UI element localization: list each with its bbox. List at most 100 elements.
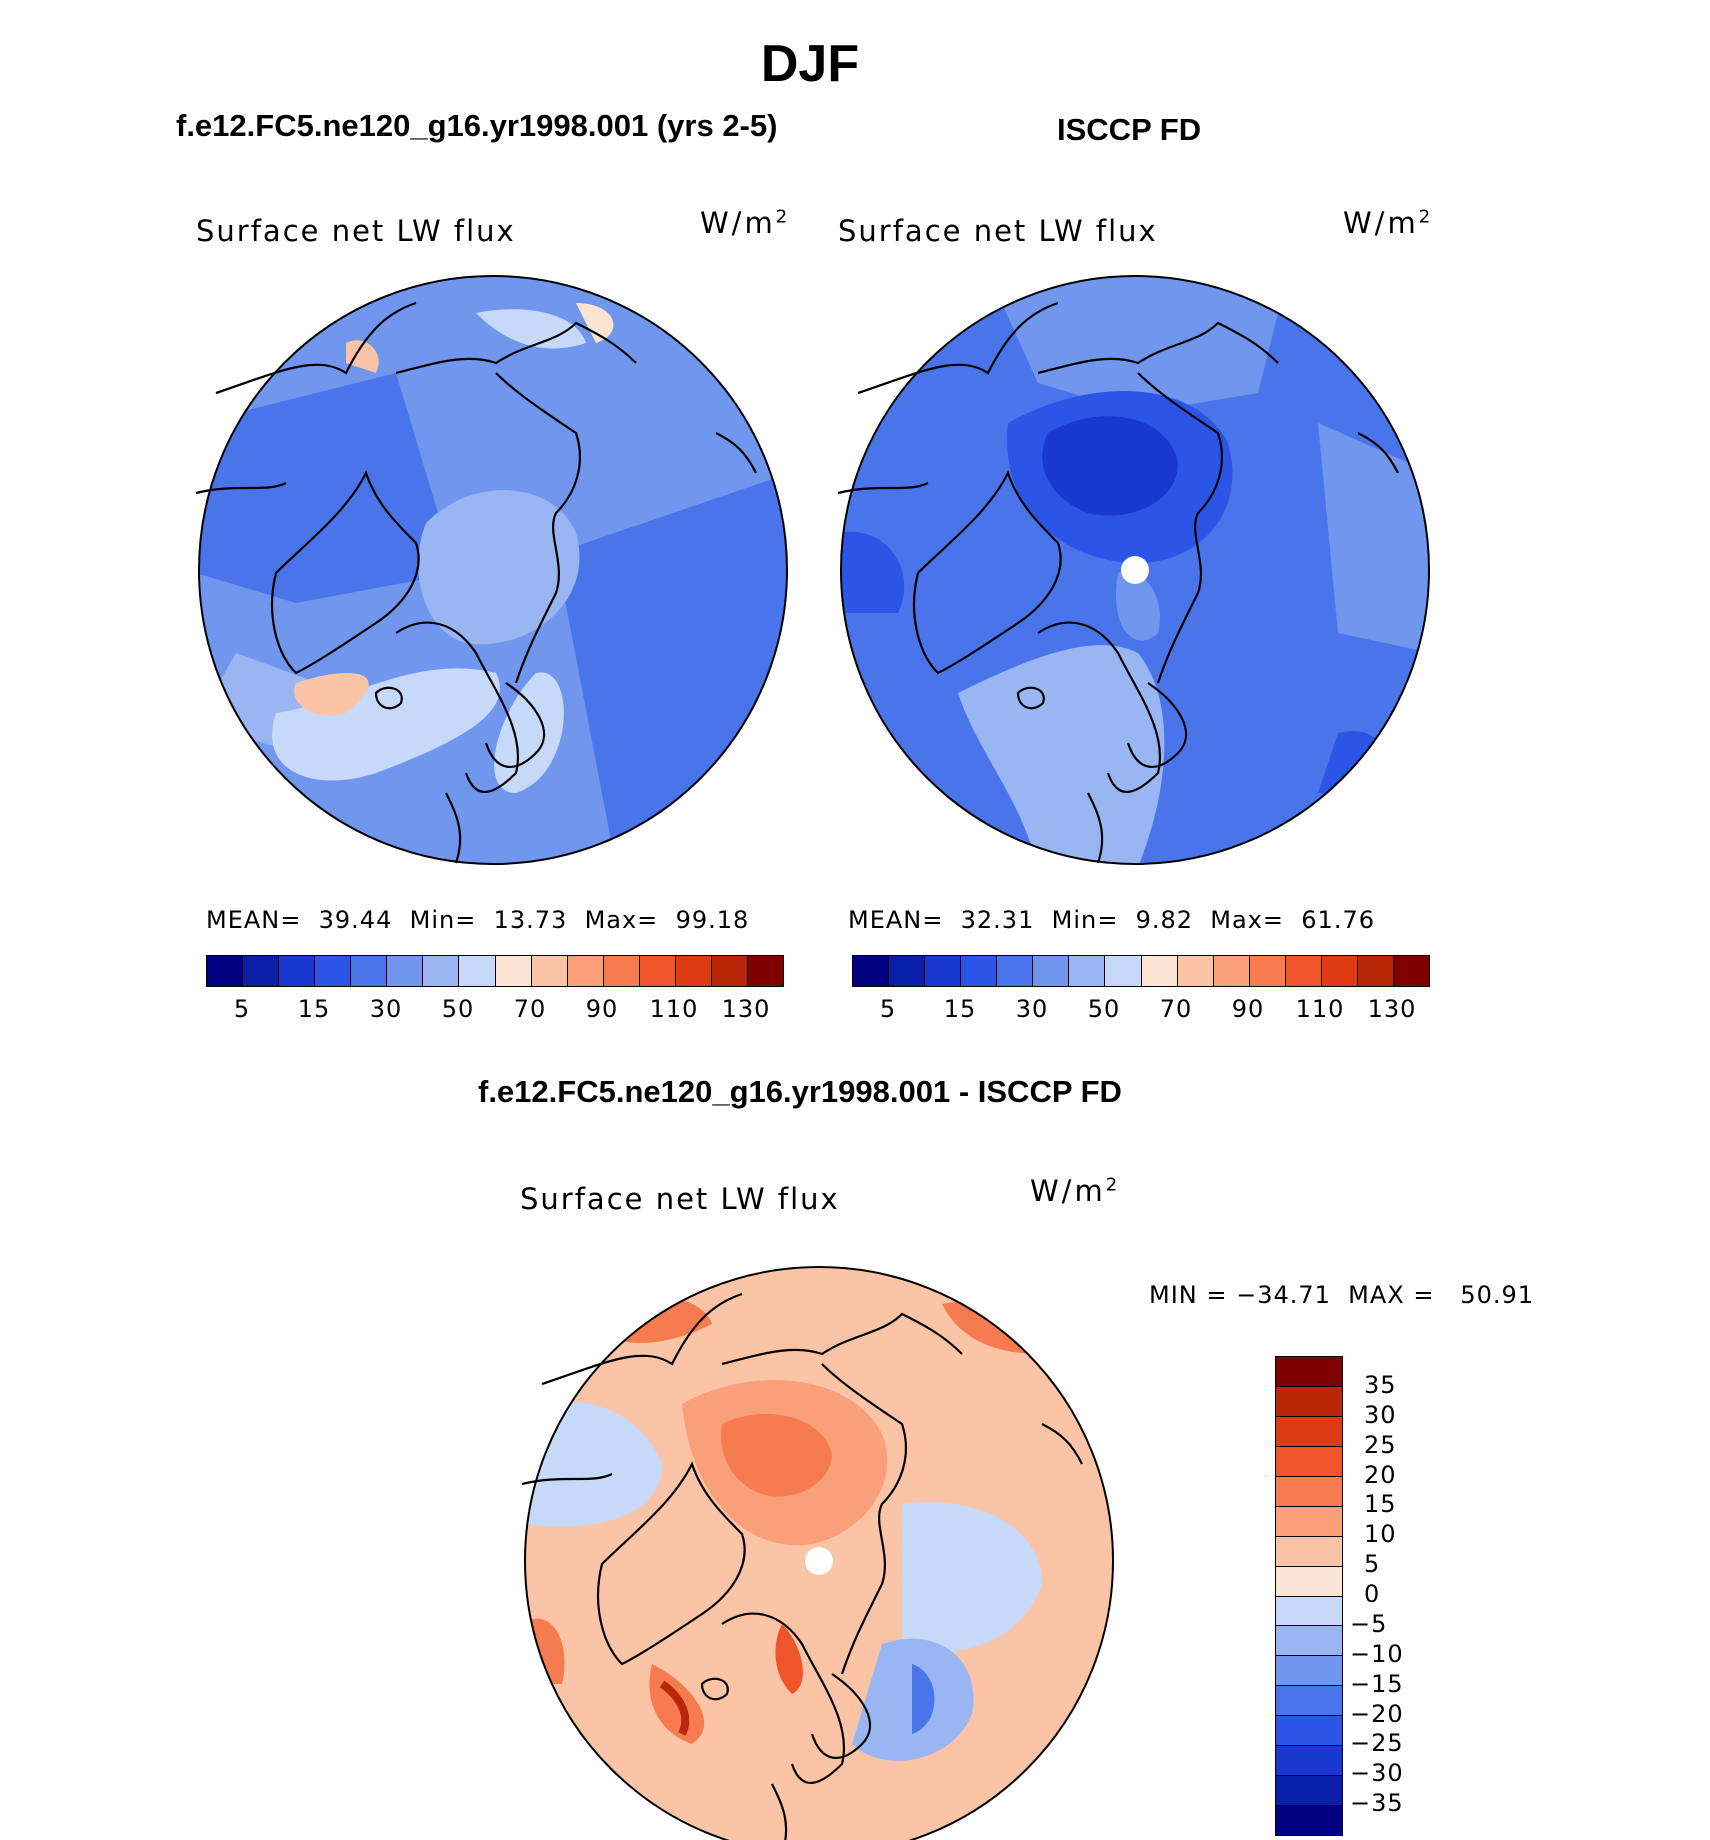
colorbar-swatch xyxy=(1213,956,1250,986)
colorbar-swatch xyxy=(459,956,496,986)
colorbar-swatch xyxy=(711,956,748,986)
colorbar-tick-label: 90 xyxy=(1231,995,1265,1023)
colorbar-swatch xyxy=(1357,956,1394,986)
colorbar-swatch xyxy=(1276,1656,1342,1687)
model-units: W/m2 xyxy=(700,206,788,240)
colorbar-tick-label: 50 xyxy=(441,995,475,1023)
colorbar-tick-label: 15 xyxy=(297,995,331,1023)
colorbar-tick-label: 30 xyxy=(369,995,403,1023)
colorbar-swatch xyxy=(1276,1716,1342,1747)
diff-colorbar-ticks: 35 30 25 20 15 10 5 0 −5 −10 −15 −20 −25 −30 −35 xyxy=(1350,1356,1490,1834)
colorbar-tick-label: 15 xyxy=(1364,1490,1397,1519)
colorbar-swatch xyxy=(1105,956,1142,986)
colorbar-swatch xyxy=(207,956,244,986)
colorbar-swatch xyxy=(1069,956,1106,986)
colorbar-swatch xyxy=(531,956,568,986)
colorbar-swatch xyxy=(423,956,460,986)
colorbar-swatch xyxy=(961,956,998,986)
colorbar-tick-label: −35 xyxy=(1350,1789,1404,1818)
diff-case-title: f.e12.FC5.ne120_g16.yr1998.001 - ISCCP F… xyxy=(478,1074,1122,1109)
colorbar-tick-label: −25 xyxy=(1350,1729,1404,1758)
diff-pole-hole xyxy=(805,1547,833,1575)
colorbar-swatch xyxy=(1285,956,1322,986)
colorbar-tick-label: 130 xyxy=(1367,995,1417,1023)
colorbar-swatch xyxy=(387,956,424,986)
model-case-title: f.e12.FC5.ne120_g16.yr1998.001 (yrs 2-5) xyxy=(176,108,778,143)
diff-polar-map xyxy=(522,1266,1114,1840)
colorbar-swatch xyxy=(1276,1566,1342,1597)
colorbar-tick-label: 50 xyxy=(1087,995,1121,1023)
figure-title: DJF xyxy=(760,35,860,93)
colorbar-swatch xyxy=(279,956,316,986)
obs-stats: MEAN= 32.31 Min= 9.82 Max= 61.76 xyxy=(848,906,1375,934)
colorbar-swatch xyxy=(1276,1596,1342,1627)
colorbar-swatch xyxy=(1276,1357,1342,1387)
obs-units: W/m2 xyxy=(1343,206,1431,240)
colorbar-swatch xyxy=(1321,956,1358,986)
colorbar-tick-label: 35 xyxy=(1364,1370,1397,1399)
colorbar-tick-label: −15 xyxy=(1350,1669,1404,1698)
colorbar-swatch xyxy=(1276,1416,1342,1447)
model-variable-label: Surface net LW flux xyxy=(196,214,516,248)
colorbar-swatch xyxy=(1276,1806,1342,1835)
colorbar-swatch xyxy=(853,956,890,986)
colorbar-swatch xyxy=(1276,1746,1342,1777)
colorbar-swatch xyxy=(567,956,604,986)
colorbar-swatch xyxy=(243,956,280,986)
colorbar-tick-label: 20 xyxy=(1364,1460,1397,1489)
colorbar-swatch xyxy=(1141,956,1178,986)
colorbar-swatch xyxy=(1276,1686,1342,1717)
colorbar-tick-label: −10 xyxy=(1350,1639,1404,1668)
colorbar-swatch xyxy=(1276,1476,1342,1507)
diff-minmax: MIN = −34.71 MAX = 50.91 xyxy=(1149,1281,1535,1309)
colorbar-tick-label: 110 xyxy=(649,995,699,1023)
colorbar-tick-label: 30 xyxy=(1364,1400,1397,1429)
colorbar-swatch xyxy=(1276,1446,1342,1477)
colorbar-tick-label: −5 xyxy=(1350,1609,1388,1638)
model-colorbar xyxy=(206,955,784,987)
colorbar-swatch xyxy=(889,956,926,986)
colorbar-tick-label: 5 xyxy=(1364,1550,1381,1579)
colorbar-tick-label: 30 xyxy=(1015,995,1049,1023)
colorbar-tick-label: 130 xyxy=(721,995,771,1023)
model-colorbar-ticks: 5 15 30 50 70 90 110 130 xyxy=(206,995,782,1025)
colorbar-swatch xyxy=(495,956,532,986)
obs-colorbar-ticks: 5 15 30 50 70 90 110 130 xyxy=(852,995,1428,1025)
colorbar-tick-label: 15 xyxy=(943,995,977,1023)
colorbar-tick-label: −30 xyxy=(1350,1759,1404,1788)
colorbar-tick-label: 10 xyxy=(1364,1520,1397,1549)
colorbar-swatch xyxy=(1276,1626,1342,1657)
model-stats: MEAN= 39.44 Min= 13.73 Max= 99.18 xyxy=(206,906,750,934)
colorbar-tick-label: 5 xyxy=(233,995,251,1023)
colorbar-swatch xyxy=(315,956,352,986)
colorbar-swatch xyxy=(1276,1386,1342,1417)
colorbar-tick-label: 90 xyxy=(585,995,619,1023)
colorbar-tick-label: 25 xyxy=(1364,1430,1397,1459)
colorbar-swatch xyxy=(603,956,640,986)
diff-colorbar xyxy=(1275,1356,1343,1836)
colorbar-swatch xyxy=(1177,956,1214,986)
colorbar-swatch xyxy=(747,956,783,986)
colorbar-swatch xyxy=(1033,956,1070,986)
diff-variable-label: Surface net LW flux xyxy=(520,1182,840,1216)
model-polar-map xyxy=(196,275,788,865)
colorbar-tick-label: 70 xyxy=(1159,995,1193,1023)
obs-colorbar xyxy=(852,955,1430,987)
colorbar-tick-label: 110 xyxy=(1295,995,1345,1023)
colorbar-tick-label: −20 xyxy=(1350,1699,1404,1728)
colorbar-swatch xyxy=(639,956,676,986)
colorbar-tick-label: 70 xyxy=(513,995,547,1023)
colorbar-tick-label: 0 xyxy=(1364,1580,1381,1608)
colorbar-swatch xyxy=(925,956,962,986)
obs-case-title: ISCCP FD xyxy=(1057,112,1202,147)
colorbar-swatch xyxy=(997,956,1034,986)
colorbar-swatch xyxy=(1276,1506,1342,1537)
colorbar-swatch xyxy=(675,956,712,986)
colorbar-swatch xyxy=(1276,1536,1342,1567)
obs-pole-hole xyxy=(1121,556,1149,584)
obs-polar-map xyxy=(838,275,1430,865)
diff-units: W/m2 xyxy=(1030,1174,1118,1208)
colorbar-swatch xyxy=(1249,956,1286,986)
colorbar-swatch xyxy=(1276,1776,1342,1807)
obs-variable-label: Surface net LW flux xyxy=(838,214,1158,248)
